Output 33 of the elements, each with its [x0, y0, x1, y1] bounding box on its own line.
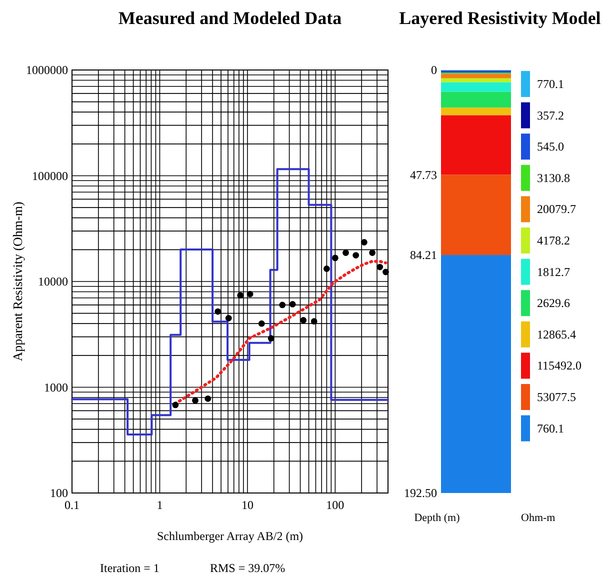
- y-tick-label: 100: [50, 486, 68, 500]
- legend-label: 4178.2: [537, 234, 570, 248]
- text: RMS = 39.07%: [210, 561, 286, 575]
- legend-label: 357.2: [537, 108, 564, 122]
- legend-label: 2629.6: [537, 296, 570, 310]
- legend-label: 760.1: [537, 421, 564, 436]
- chart-title: Layered Resistivity Model: [399, 8, 601, 28]
- x-tick-label: 10: [241, 498, 254, 512]
- legend-label: 12865.4: [537, 327, 576, 342]
- y-tick-label: 1000: [44, 380, 68, 394]
- y-tick-label: 84.21: [410, 248, 437, 262]
- chart-title: Measured and Modeled Data: [118, 8, 342, 28]
- y-tick-label: 1000000: [26, 63, 68, 77]
- x-axis-title: Schlumberger Array AB/2 (m): [156, 529, 304, 543]
- legend-label: 770.1: [537, 77, 564, 91]
- x-tick-label: 1: [156, 498, 163, 512]
- y-tick-label: 47.73: [410, 168, 437, 182]
- legend-label: 20079.7: [537, 202, 576, 216]
- y-axis-title: Depth (m): [414, 512, 460, 524]
- x-tick-label: 100: [326, 498, 344, 512]
- legend-label: 1812.7: [537, 264, 570, 279]
- x-tick-label: 0.1: [64, 498, 80, 512]
- legend-label: 115492.0: [537, 358, 582, 373]
- text: Iteration = 1: [100, 561, 160, 575]
- y-tick-label: 10000: [38, 274, 68, 288]
- y-tick-label: 0: [431, 63, 437, 77]
- y-axis-title: Apparent Resistivity (Ohm-m): [10, 202, 25, 362]
- legend-label: 53077.5: [537, 390, 576, 404]
- y-tick-label: 192.50: [404, 486, 437, 500]
- legend-label: 545.0: [537, 140, 564, 154]
- y-tick-label: 100000: [32, 168, 68, 183]
- legend-title: Ohm-m: [521, 512, 556, 524]
- legend-label: 3130.8: [537, 170, 570, 185]
